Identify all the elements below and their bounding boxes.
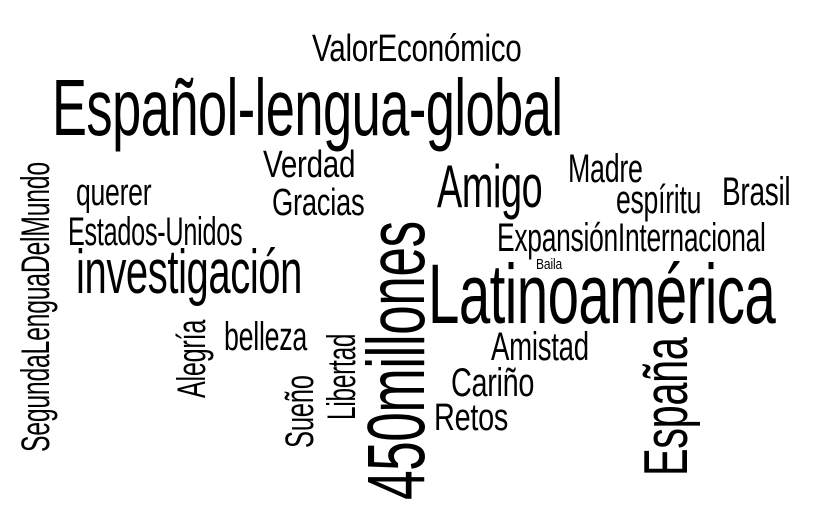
word-belleza: belleza xyxy=(224,315,308,359)
word-espiritu: espíritu xyxy=(616,178,702,222)
word-baila: Baila xyxy=(536,256,563,273)
word-sueno: Sueño xyxy=(278,375,322,448)
word-latinoamerica: Latinoamérica xyxy=(428,247,776,341)
word-brasil: Brasil xyxy=(722,170,791,214)
word-retos: Retos xyxy=(434,397,509,439)
word-madre: Madre xyxy=(568,147,643,191)
word-estados-unidos: Estados-Unidos xyxy=(68,210,243,254)
word-450millones: 450millones xyxy=(351,221,442,500)
word-querer: querer xyxy=(76,172,152,214)
word-segunda-lengua-del-mundo: SegundaLenguaDelMundo xyxy=(14,162,58,452)
word-espana: España xyxy=(632,337,701,476)
word-espanol-lengua-global: Español-lengua-global xyxy=(52,63,563,152)
word-valor-economico: ValorEconómico xyxy=(312,28,522,70)
word-gracias: Gracias xyxy=(272,182,365,224)
word-carino: Cariño xyxy=(451,361,535,405)
word-amigo: Amigo xyxy=(437,153,543,220)
word-expansion-internacional: ExpansiónInternacional xyxy=(497,216,766,260)
word-verdad: Verdad xyxy=(263,144,356,186)
word-investigacion: investigación xyxy=(76,238,303,307)
word-alegria: Alegría xyxy=(170,319,214,398)
word-amistad: Amistad xyxy=(491,325,589,369)
